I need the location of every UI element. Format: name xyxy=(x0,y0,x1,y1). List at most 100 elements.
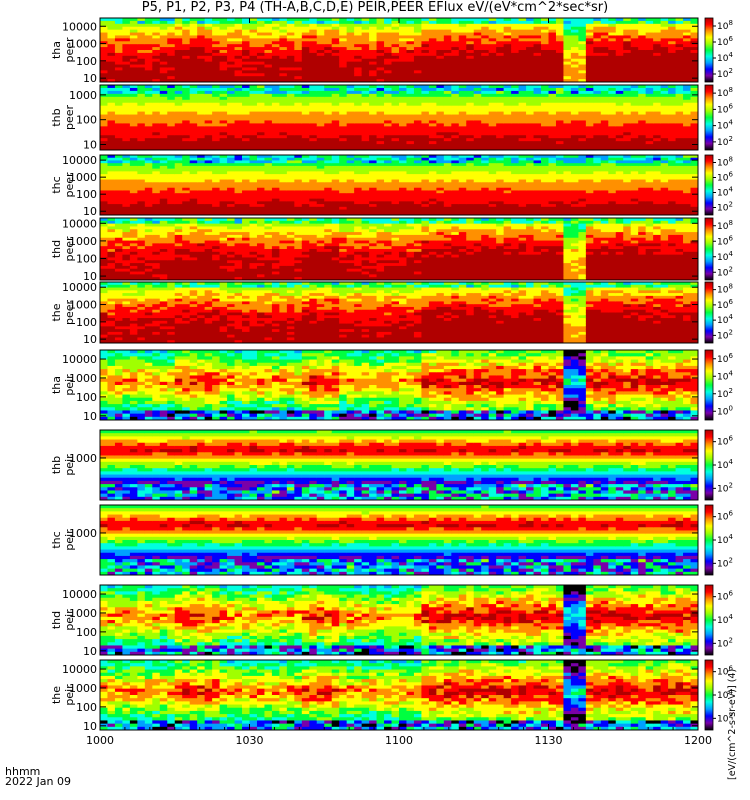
spectrogram-cell xyxy=(346,41,355,45)
spectrogram-cell xyxy=(555,117,565,122)
spectrogram-cell xyxy=(585,105,594,110)
spectrogram-cell xyxy=(122,64,131,69)
spectrogram-cell xyxy=(167,108,176,113)
spectrogram-cell xyxy=(496,174,505,178)
spectrogram-cell xyxy=(458,171,467,175)
spectrogram-cell xyxy=(473,138,482,142)
spectrogram-cell xyxy=(279,29,288,34)
spectrogram-cell xyxy=(458,182,467,186)
spectrogram-cell xyxy=(526,73,535,77)
spectrogram-cell xyxy=(555,47,565,51)
spectrogram-cell xyxy=(451,114,460,119)
spectrogram-cell xyxy=(451,76,460,80)
spectrogram-cell xyxy=(114,26,124,31)
spectrogram-cell xyxy=(458,120,467,124)
spectrogram-cell xyxy=(675,87,684,92)
spectrogram-cell xyxy=(399,129,408,133)
spectrogram-cell xyxy=(129,61,138,66)
spectrogram-cell xyxy=(107,212,116,215)
spectrogram-cell xyxy=(301,55,310,60)
spectrogram-cell xyxy=(496,47,505,51)
spectrogram-cell xyxy=(159,114,168,119)
spectrogram-cell xyxy=(570,87,579,92)
spectrogram-cell xyxy=(144,163,153,167)
spectrogram-cell xyxy=(346,64,355,69)
spectrogram-cell xyxy=(227,147,236,150)
spectrogram-cell xyxy=(511,155,520,159)
spectrogram-cell xyxy=(271,41,280,45)
spectrogram-cell xyxy=(428,198,437,202)
spectrogram-cell xyxy=(630,67,639,71)
spectrogram-cell xyxy=(137,126,146,130)
spectrogram-cell xyxy=(555,96,565,101)
spectrogram-cell xyxy=(623,135,632,139)
spectrogram-cell xyxy=(406,111,415,116)
spectrogram-cell xyxy=(376,138,385,142)
spectrogram-cell xyxy=(234,102,243,107)
spectrogram-cell xyxy=(473,99,482,104)
spectrogram-cell xyxy=(518,204,527,208)
spectrogram-cell xyxy=(242,93,251,98)
spectrogram-cell xyxy=(249,185,258,189)
spectrogram-cell xyxy=(219,179,228,183)
spectrogram-cell xyxy=(578,90,587,95)
spectrogram-cell xyxy=(585,132,594,136)
spectrogram-cell xyxy=(249,144,258,148)
spectrogram-cell xyxy=(219,41,228,45)
spectrogram-cell xyxy=(518,105,527,110)
spectrogram-cell xyxy=(256,61,266,66)
spectrogram-cell xyxy=(316,87,325,92)
spectrogram-cell xyxy=(466,44,475,48)
spectrogram-cell xyxy=(608,70,617,74)
spectrogram-cell xyxy=(660,132,669,136)
spectrogram-cell xyxy=(481,108,490,113)
spectrogram-cell xyxy=(503,155,512,159)
spectrogram-cell xyxy=(653,102,662,107)
spectrogram-cell xyxy=(286,67,295,71)
spectrogram-cell xyxy=(369,44,378,48)
spectrogram-cell xyxy=(548,67,557,71)
spectrogram-cell xyxy=(301,141,310,145)
spectrogram-cell xyxy=(100,206,109,211)
spectrogram-cell xyxy=(182,76,191,80)
spectrogram-cell xyxy=(683,64,692,69)
spectrogram-cell xyxy=(413,29,423,34)
spectrogram-cell xyxy=(683,44,692,48)
spectrogram-cell xyxy=(563,132,572,136)
spectrogram-cell xyxy=(144,90,153,95)
spectrogram-cell xyxy=(578,44,587,48)
spectrogram-cell xyxy=(541,79,550,82)
spectrogram-cell xyxy=(503,185,512,189)
spectrogram-cell xyxy=(100,99,109,104)
spectrogram-cell xyxy=(114,99,124,104)
spectrogram-cell xyxy=(249,64,258,69)
spectrogram-cell xyxy=(436,50,445,54)
spectrogram-cell xyxy=(384,206,393,211)
spectrogram-cell xyxy=(331,102,340,107)
spectrogram-cell xyxy=(466,126,475,130)
spectrogram-cell xyxy=(578,138,587,142)
spectrogram-cell xyxy=(227,50,236,54)
spectrogram-cell xyxy=(316,61,325,66)
spectrogram-cell xyxy=(570,26,579,31)
spectrogram-cell xyxy=(100,67,109,71)
spectrogram-cell xyxy=(227,123,236,127)
spectrogram-cell xyxy=(301,44,310,48)
spectrogram-cell xyxy=(511,171,520,175)
spectrogram-cell xyxy=(152,157,161,162)
spectrogram-cell xyxy=(212,174,221,178)
spectrogram-cell xyxy=(249,38,258,42)
spectrogram-cell xyxy=(204,96,213,101)
spectrogram-cell xyxy=(137,20,146,25)
spectrogram-cell xyxy=(384,155,393,159)
spectrogram-cell xyxy=(533,73,542,77)
spectrogram-cell xyxy=(144,73,153,77)
spectrogram-cell xyxy=(541,138,550,142)
spectrogram-cell xyxy=(578,18,587,22)
spectrogram-cell xyxy=(668,138,677,142)
spectrogram-cell xyxy=(339,50,348,54)
spectrogram-cell xyxy=(466,120,475,124)
spectrogram-cell xyxy=(428,52,437,57)
spectrogram-cell xyxy=(421,187,430,192)
spectrogram-cell xyxy=(660,117,669,122)
